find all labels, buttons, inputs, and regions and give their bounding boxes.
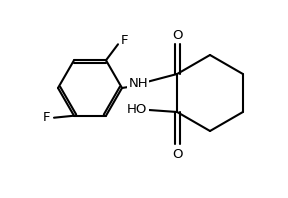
Text: F: F <box>120 34 128 47</box>
Text: O: O <box>172 148 182 161</box>
Text: F: F <box>43 111 51 124</box>
Text: HO: HO <box>127 103 147 115</box>
Text: O: O <box>172 29 182 42</box>
Text: NH: NH <box>128 76 148 89</box>
